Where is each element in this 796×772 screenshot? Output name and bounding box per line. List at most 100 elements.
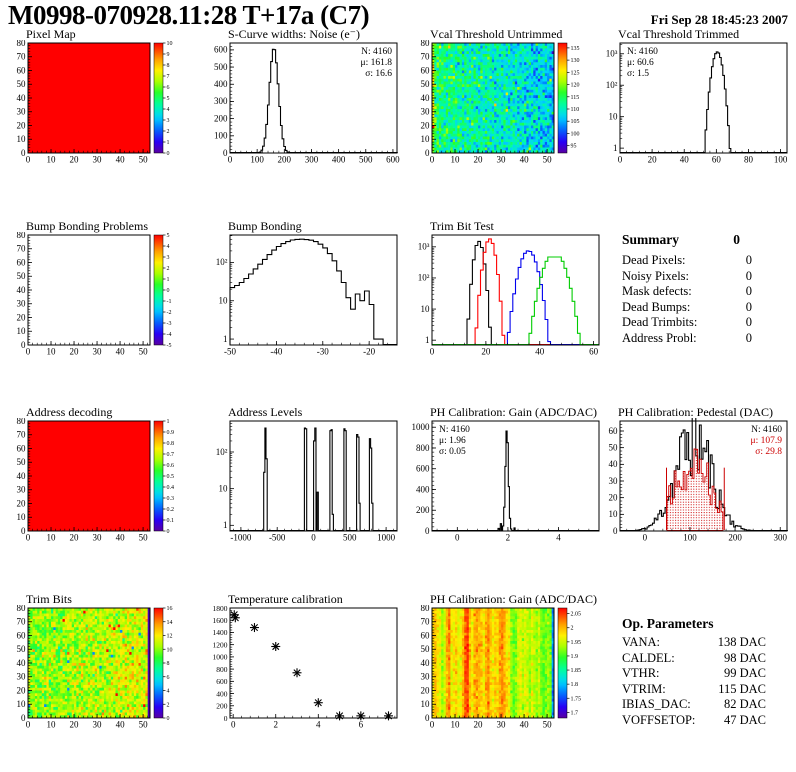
svg-text:0: 0 (613, 526, 618, 536)
svg-text:20: 20 (70, 347, 80, 357)
svg-text:10²: 10² (216, 257, 228, 267)
chart-title: S-Curve widths: Noise (e⁻) (228, 27, 360, 41)
svg-text:4: 4 (167, 244, 170, 250)
panel-trim-bit-test: Trim Bit Test 0 20 40 60 1 10 10² 10³ (406, 220, 608, 369)
svg-text:70: 70 (17, 430, 27, 440)
svg-text:-1: -1 (167, 299, 172, 305)
svg-text:0: 0 (228, 155, 233, 165)
svg-text:-2: -2 (167, 310, 172, 316)
svg-text:10: 10 (421, 134, 431, 144)
svg-text:0: 0 (425, 526, 430, 536)
svg-text:100: 100 (571, 131, 580, 137)
svg-text:110: 110 (571, 107, 580, 113)
svg-text:9: 9 (167, 52, 170, 58)
svg-text:-4: -4 (167, 332, 172, 338)
svg-text:1000: 1000 (377, 533, 396, 543)
svg-text:0: 0 (21, 526, 26, 536)
svg-text:2: 2 (167, 129, 170, 135)
svg-text:10²: 10² (606, 80, 618, 90)
svg-text:0: 0 (26, 347, 31, 357)
svg-text:80: 80 (421, 40, 431, 48)
timestamp: Fri Sep 28 18:45:23 2007 (650, 12, 788, 27)
chart-title: PH Calibration: Pedestal (DAC) (618, 405, 773, 419)
svg-text:200: 200 (278, 155, 292, 165)
svg-text:0.5: 0.5 (167, 474, 175, 480)
scurve-noise-histogram: 0 100 200 300 400 500 600 0 100 200 300 400 500 600 N:… (204, 40, 406, 177)
svg-text:30: 30 (93, 533, 103, 543)
svg-text:0: 0 (455, 533, 460, 543)
svg-text:20: 20 (70, 155, 80, 165)
svg-text:500: 500 (214, 62, 228, 72)
svg-text:σ: 29.8: σ: 29.8 (755, 447, 782, 457)
svg-text:0: 0 (21, 148, 26, 158)
svg-text:8: 8 (167, 63, 170, 69)
panel-ph-gain-hist: PH Calibration: Gain (ADC/DAC) 0 2 4 0 200 40… (406, 406, 608, 555)
svg-text:0.4: 0.4 (167, 485, 175, 491)
svg-text:10³: 10³ (418, 242, 430, 252)
svg-text:0: 0 (167, 288, 170, 294)
svg-text:3: 3 (167, 118, 170, 124)
bump-bonding-histogram: -50 -40 -30 -20 1 10 10² (204, 232, 406, 369)
svg-text:10²: 10² (418, 273, 430, 283)
svg-text:80: 80 (17, 418, 27, 426)
param-label: Noisy Pixels: (622, 268, 690, 283)
svg-text:40: 40 (680, 155, 690, 165)
svg-text:0: 0 (618, 155, 623, 165)
panel-vcal-untrimmed: Vcal Threshold Untrimmed 0 10 20 30 40 50 0 10 2… (406, 28, 608, 177)
param-row: IBIAS_DAC: 82 DAC (622, 697, 766, 713)
svg-text:20: 20 (474, 155, 484, 165)
svg-text:5: 5 (167, 233, 170, 239)
svg-text:40: 40 (421, 93, 431, 103)
panel-bump-bonding: Bump Bonding -50 -40 -30 -20 1 10 10² (204, 220, 406, 369)
param-row: Address Probl: 0 (622, 331, 752, 347)
param-row: VTHR: 99 DAC (622, 666, 766, 682)
svg-text:50: 50 (139, 347, 149, 357)
svg-text:105: 105 (571, 119, 580, 125)
param-value: 0 (745, 253, 752, 267)
svg-text:50: 50 (17, 457, 27, 467)
svg-text:10³: 10³ (606, 49, 618, 59)
param-row: Dead Pixels: 0 (622, 253, 752, 269)
svg-text:60: 60 (589, 347, 599, 357)
svg-text:50: 50 (421, 79, 431, 89)
svg-text:40: 40 (116, 533, 126, 543)
svg-text:30: 30 (609, 476, 619, 486)
panel-address-levels: Address Levels -1000 -500 0 500 1000 1 10 10² (204, 406, 406, 555)
svg-text:-20: -20 (363, 347, 375, 357)
svg-text:100: 100 (774, 155, 788, 165)
svg-text:80: 80 (744, 155, 754, 165)
svg-text:30: 30 (93, 155, 103, 165)
param-value: 0 (745, 330, 752, 345)
svg-text:100: 100 (214, 131, 228, 141)
page-title: M0998-070928.11:28 T+17a (C7) (8, 0, 370, 30)
svg-text:6: 6 (167, 85, 170, 91)
ph-pedestal-histogram: 0 100 200 300 0 10 20 30 40 50 60 N: 4160 μ: 107.9 σ:… (594, 397, 796, 555)
svg-text:20: 20 (609, 492, 619, 502)
param-value: 0 (745, 284, 752, 298)
svg-text:60: 60 (17, 257, 27, 267)
param-row: Mask defects: 0 (622, 284, 752, 300)
svg-text:1: 1 (167, 419, 170, 425)
svg-text:200: 200 (214, 113, 228, 123)
panel-ph-pedestal: PH Calibration: Pedestal (DAC) 0 100 200 30… (594, 397, 796, 555)
svg-text:N: 4160: N: 4160 (439, 425, 470, 435)
param-label: VANA: (622, 635, 660, 649)
svg-text:500: 500 (343, 533, 357, 543)
param-value: 0 (745, 315, 752, 329)
trim-bit-test-histogram: 0 20 40 60 1 10 10² 10³ (406, 232, 608, 369)
svg-text:20: 20 (17, 312, 27, 322)
panel-pixel-map: Pixel Map 0 10 20 30 40 50 0 10 20 30 40 50 60 70 80 0 1… (2, 28, 204, 177)
svg-text:30: 30 (17, 299, 27, 309)
svg-text:40: 40 (116, 155, 126, 165)
chart-title: Trim Bit Test (430, 219, 494, 233)
svg-text:60: 60 (421, 65, 431, 75)
panel-scurve-noise: S-Curve widths: Noise (e⁻) 0 100 200 300 400… (204, 28, 406, 177)
param-value: 98 DAC (723, 650, 766, 665)
svg-text:10: 10 (219, 296, 229, 306)
svg-text:400: 400 (214, 79, 228, 89)
svg-text:1: 1 (167, 277, 170, 283)
svg-text:800: 800 (416, 443, 430, 453)
svg-text:600: 600 (416, 464, 430, 474)
svg-text:400: 400 (416, 484, 430, 494)
svg-text:30: 30 (17, 485, 27, 495)
